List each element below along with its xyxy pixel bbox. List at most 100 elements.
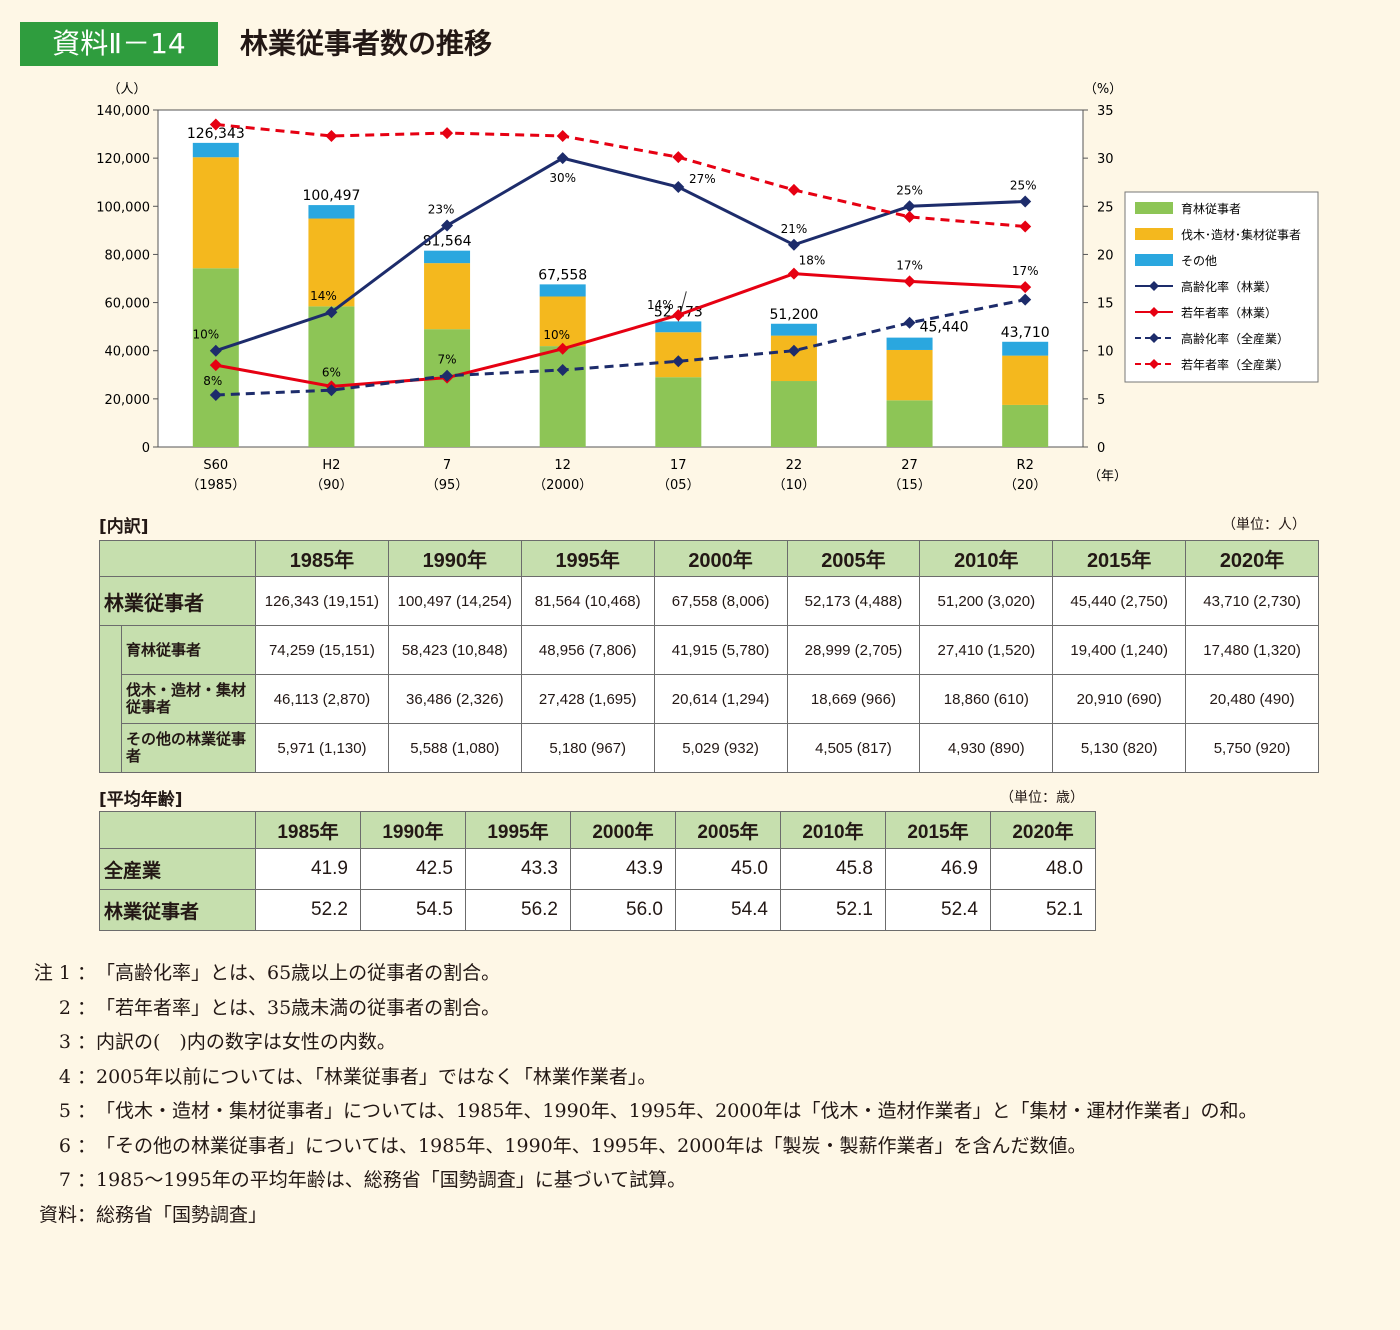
bar-segment xyxy=(424,263,471,330)
table-cell: 43,710 (2,730) xyxy=(1185,576,1319,626)
bar-segment xyxy=(1002,355,1049,405)
table-cell: 43.3 xyxy=(465,848,571,890)
row-label: 林業従事者 xyxy=(99,889,256,931)
x-tick-label: （20） xyxy=(1004,478,1047,493)
note-text: 2005年以前については、「林業従事者」ではなく「林業作業者」。 xyxy=(96,1065,657,1088)
x-tick-label: （95） xyxy=(426,478,469,493)
year-header: 1990年 xyxy=(387,540,522,577)
table-cell: 54.4 xyxy=(675,889,781,931)
table-cell: 19,400 (1,240) xyxy=(1052,625,1187,675)
table-cell: 52,173 (4,488) xyxy=(786,576,921,626)
table-row: 林業従事者 126,343 (19,151) 100,497 (14,254) … xyxy=(99,576,1319,626)
x-tick-label: （1985） xyxy=(186,478,245,493)
breakdown-table: 1985年 1990年 1995年 2000年 2005年 2010年 2015… xyxy=(99,540,1319,773)
series-marker xyxy=(903,316,916,329)
breakdown-section-title: [内訳] xyxy=(99,517,149,537)
series-line xyxy=(215,272,1026,388)
table-row: 伐木・造材・集材従事者 46,113 (2,870) 36,486 (2,326… xyxy=(100,674,1319,724)
data-label: 17% xyxy=(1012,264,1039,278)
series-marker xyxy=(209,389,222,402)
bar-total-label: 67,558 xyxy=(538,267,587,283)
row-label: 伐木・造材・集材従事者 xyxy=(121,674,256,724)
note-item: 資料： 総務省「国勢調査」 xyxy=(20,1198,1385,1233)
series-marker xyxy=(325,306,338,319)
table-cell: 5,588 (1,080) xyxy=(387,723,522,773)
table-cell: 56.2 xyxy=(465,889,571,931)
table-cell: 48.0 xyxy=(990,848,1096,890)
series-marker xyxy=(209,359,222,372)
bar-segment xyxy=(886,400,933,447)
table-cell: 27,428 (1,695) xyxy=(520,674,655,724)
note-prefix: 5 ： xyxy=(58,1100,96,1122)
bar-segment xyxy=(424,250,471,264)
table-cell: 18,669 (966) xyxy=(786,674,921,724)
y-right-tick-label: 20 xyxy=(1097,248,1114,263)
note-text: 「伐木・造材・集材従事者」については、1985年、1990年、1995年、200… xyxy=(96,1100,1258,1122)
table-cell: 17,480 (1,320) xyxy=(1185,625,1319,675)
note-prefix: 資料： xyxy=(38,1203,96,1226)
table-cell: 28,999 (2,705) xyxy=(786,625,921,675)
series-marker xyxy=(672,151,685,164)
x-tick-label: S60 xyxy=(203,458,228,473)
y-left-tick-label: 120,000 xyxy=(96,152,150,167)
note-prefix: 注 1 ： xyxy=(33,962,96,984)
bar-segment xyxy=(308,218,355,307)
breakdown-corner xyxy=(99,540,256,577)
note-text: 「高齢化率」とは、65歳以上の従事者の割合。 xyxy=(96,962,501,984)
series-line xyxy=(215,156,1026,353)
series-marker xyxy=(1019,293,1032,306)
table-cell: 43.9 xyxy=(570,848,676,890)
y-left-tick-label: 140,000 xyxy=(96,104,150,119)
legend-label: 伐木･造材･集材従事者 xyxy=(1181,227,1301,242)
table-cell: 20,910 (690) xyxy=(1052,674,1187,724)
table-cell: 81,564 (10,468) xyxy=(520,576,655,626)
year-header: 2010年 xyxy=(919,540,1054,577)
bar-segment xyxy=(539,284,586,297)
avg-age-corner xyxy=(99,811,256,849)
table-cell: 46.9 xyxy=(885,848,991,890)
legend-marker xyxy=(1149,333,1159,343)
y-right-tick-label: 10 xyxy=(1097,345,1114,360)
legend-label: 若年者率（林業） xyxy=(1181,305,1277,320)
series-marker xyxy=(787,183,800,196)
bar-segment xyxy=(655,321,702,333)
row-label: 育林従事者 xyxy=(121,625,256,675)
legend-label: 高齢化率（全産業） xyxy=(1181,331,1289,346)
y-left-tick-label: 60,000 xyxy=(105,297,151,312)
figure-title: 林業従事者数の推移 xyxy=(240,27,493,60)
table-cell: 45.0 xyxy=(675,848,781,890)
series-marker xyxy=(325,129,338,142)
bar-segment xyxy=(424,329,471,447)
x-tick-label: 12 xyxy=(554,458,571,473)
table-cell: 52.2 xyxy=(255,889,361,931)
bar-segment xyxy=(1002,341,1049,356)
series-marker xyxy=(556,152,569,165)
y-left-tick-label: 40,000 xyxy=(105,345,151,360)
row-label: その他の林業従事者 xyxy=(121,723,256,773)
plot-area xyxy=(157,109,1084,448)
data-label: 14% xyxy=(647,298,674,312)
x-tick-label: （90） xyxy=(310,478,353,493)
note-item: 4 ： 2005年以前については、「林業従事者」ではなく「林業作業者」。 xyxy=(20,1060,1385,1095)
legend-label: 若年者率（全産業） xyxy=(1181,357,1289,372)
data-label: 25% xyxy=(1010,178,1037,192)
y-left-tick-label: 100,000 xyxy=(96,200,150,215)
x-axis-unit: （年） xyxy=(1088,469,1127,484)
x-tick-label: R2 xyxy=(1017,458,1034,473)
bar-segment xyxy=(308,306,355,447)
bar-segment xyxy=(770,323,817,336)
bar-total-label: 43,710 xyxy=(1001,325,1050,341)
table-cell: 56.0 xyxy=(570,889,676,931)
year-header: 1985年 xyxy=(255,540,389,577)
y-right-tick-label: 35 xyxy=(1097,104,1114,119)
note-prefix: 3 ： xyxy=(58,1031,96,1053)
year-header: 1985年 xyxy=(255,811,361,849)
year-header: 2010年 xyxy=(780,811,886,849)
breakdown-header-row: 1985年 1990年 1995年 2000年 2005年 2010年 2015… xyxy=(99,540,1319,577)
table-cell: 5,180 (967) xyxy=(520,723,655,773)
table-cell: 126,343 (19,151) xyxy=(255,576,389,626)
series-marker xyxy=(556,342,569,355)
bar-segment xyxy=(192,157,239,269)
legend-marker xyxy=(1149,307,1159,317)
table-cell: 4,930 (890) xyxy=(919,723,1054,773)
